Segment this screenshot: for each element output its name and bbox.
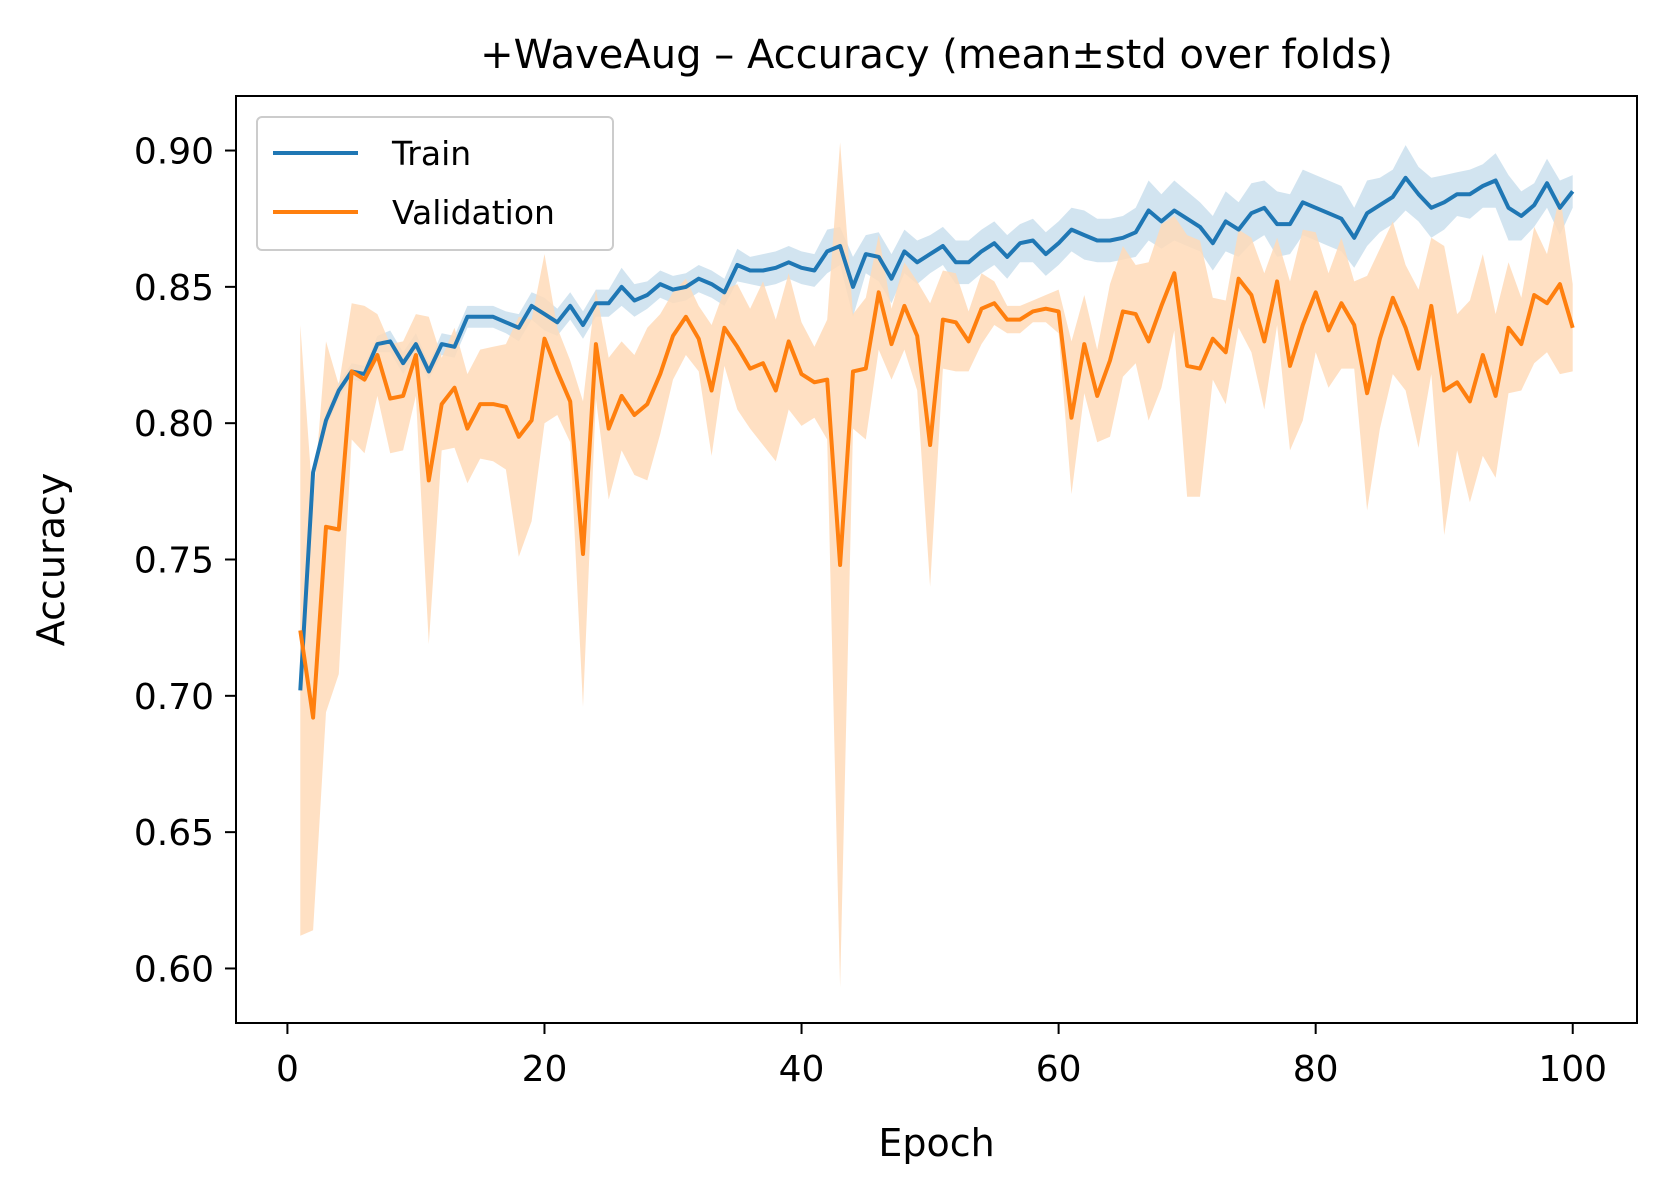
legend: Train Validation [256,116,614,251]
std-bands [300,142,1573,988]
chart-title: +WaveAug – Accuracy (mean±std over folds… [480,32,1393,78]
y-tick-label: 0.80 [134,404,214,445]
y-tick-label: 0.90 [134,132,214,173]
x-axis-title: Epoch [878,1121,994,1165]
legend-box [256,116,614,251]
y-tick-label: 0.60 [134,949,214,990]
y-axis-title: Accuracy [29,473,73,647]
y-tick-label: 0.75 [134,541,214,582]
x-tick-label: 100 [1538,1049,1607,1090]
legend-label-validation: Validation [392,193,555,232]
y-tick-label: 0.65 [134,813,214,854]
x-tick-label: 80 [1293,1049,1339,1090]
train-std-band [300,145,1573,694]
y-tick-label: 0.85 [134,268,214,309]
x-tick-label: 60 [1036,1049,1082,1090]
x-tick-label: 0 [276,1049,299,1090]
validation-std-band [300,142,1573,988]
y-tick-label: 0.70 [134,677,214,718]
validation-mean-line [298,271,1575,720]
train-mean-line [298,175,1575,691]
axis-ticks: 0 20 40 60 80 100 0.60 0.65 0.70 0.75 0.80 0.85 0.90 [134,132,1607,1090]
x-tick-label: 20 [522,1049,568,1090]
x-tick-label: 40 [779,1049,825,1090]
legend-label-train: Train [391,134,471,173]
mean-lines [298,175,1575,720]
